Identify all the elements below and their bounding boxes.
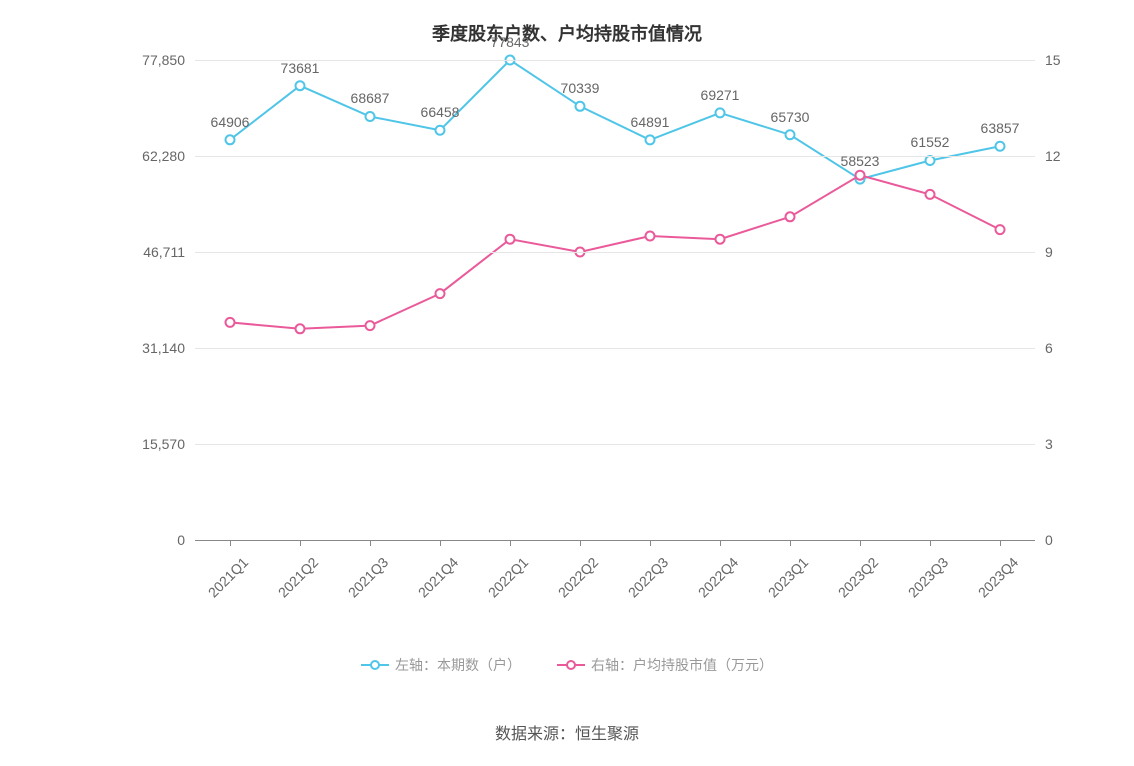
x-tick xyxy=(440,540,441,546)
chart-legend: 左轴：本期数（户） 右轴：户均持股市值（万元） xyxy=(0,655,1134,677)
series-marker-shareholder_count xyxy=(926,156,935,165)
x-tick-label: 2023Q4 xyxy=(968,554,1022,608)
series-marker-avg_holding_value xyxy=(856,171,865,180)
data-label-shareholder_count: 66458 xyxy=(421,104,460,120)
x-tick-label: 2023Q3 xyxy=(898,554,952,608)
x-tick-label: 2021Q4 xyxy=(408,554,462,608)
series-marker-avg_holding_value xyxy=(436,289,445,298)
x-tick xyxy=(650,540,651,546)
grid-line xyxy=(195,60,1035,61)
y-right-tick-label: 6 xyxy=(1045,340,1053,356)
series-marker-avg_holding_value xyxy=(226,318,235,327)
data-label-shareholder_count: 61552 xyxy=(911,134,950,150)
x-tick xyxy=(370,540,371,546)
x-tick xyxy=(230,540,231,546)
data-label-shareholder_count: 73681 xyxy=(281,60,320,76)
legend-label: 右轴：户均持股市值（万元） xyxy=(591,655,773,675)
x-tick-label: 2022Q3 xyxy=(618,554,672,608)
x-tick xyxy=(580,540,581,546)
data-label-shareholder_count: 64906 xyxy=(211,114,250,130)
y-left-tick-label: 0 xyxy=(177,532,185,548)
y-left-tick-label: 31,140 xyxy=(142,340,185,356)
chart-svg-lines xyxy=(195,60,1035,540)
legend-item-shareholder_count[interactable]: 左轴：本期数（户） xyxy=(361,655,521,675)
series-marker-avg_holding_value xyxy=(296,324,305,333)
x-tick-label: 2022Q2 xyxy=(548,554,602,608)
legend-item-avg_holding_value[interactable]: 右轴：户均持股市值（万元） xyxy=(557,655,773,675)
x-tick xyxy=(790,540,791,546)
x-tick xyxy=(1000,540,1001,546)
series-marker-shareholder_count xyxy=(856,175,865,184)
x-tick xyxy=(860,540,861,546)
legend-label: 左轴：本期数（户） xyxy=(395,655,521,675)
data-label-shareholder_count: 77843 xyxy=(491,34,530,50)
y-left-tick-label: 46,711 xyxy=(143,244,185,260)
series-marker-shareholder_count xyxy=(786,130,795,139)
y-right-tick-label: 9 xyxy=(1045,244,1053,260)
series-marker-shareholder_count xyxy=(716,108,725,117)
series-marker-shareholder_count xyxy=(226,135,235,144)
series-marker-avg_holding_value xyxy=(926,190,935,199)
x-tick xyxy=(510,540,511,546)
data-label-shareholder_count: 69271 xyxy=(701,87,740,103)
series-marker-avg_holding_value xyxy=(506,235,515,244)
y-right-tick-label: 3 xyxy=(1045,436,1053,452)
y-right-tick-label: 0 xyxy=(1045,532,1053,548)
x-tick-label: 2022Q1 xyxy=(478,554,532,608)
grid-line xyxy=(195,156,1035,157)
legend-marker-icon xyxy=(557,658,585,672)
series-marker-shareholder_count xyxy=(366,112,375,121)
x-tick-label: 2023Q2 xyxy=(828,554,882,608)
x-tick-label: 2021Q3 xyxy=(338,554,392,608)
y-right-tick-label: 12 xyxy=(1045,148,1061,164)
x-tick-label: 2023Q1 xyxy=(758,554,812,608)
grid-line xyxy=(195,252,1035,253)
series-marker-shareholder_count xyxy=(296,81,305,90)
series-marker-avg_holding_value xyxy=(786,212,795,221)
chart-container: 季度股东户数、户均持股市值情况 0015,570331,140646,71196… xyxy=(0,0,1134,766)
y-left-tick-label: 62,280 xyxy=(142,148,185,164)
data-label-shareholder_count: 64891 xyxy=(631,114,670,130)
y-left-tick-label: 77,850 xyxy=(142,52,185,68)
x-axis-line xyxy=(195,540,1035,541)
series-marker-avg_holding_value xyxy=(366,321,375,330)
series-marker-shareholder_count xyxy=(436,126,445,135)
x-tick-label: 2021Q2 xyxy=(268,554,322,608)
data-label-shareholder_count: 63857 xyxy=(981,120,1020,136)
grid-line xyxy=(195,348,1035,349)
chart-title: 季度股东户数、户均持股市值情况 xyxy=(0,20,1134,46)
series-marker-shareholder_count xyxy=(996,142,1005,151)
legend-marker-icon xyxy=(361,658,389,672)
series-marker-avg_holding_value xyxy=(996,225,1005,234)
data-label-shareholder_count: 65730 xyxy=(771,109,810,125)
series-marker-avg_holding_value xyxy=(716,235,725,244)
chart-plot-area: 0015,570331,140646,711962,2801277,850152… xyxy=(195,60,1035,540)
data-label-shareholder_count: 58523 xyxy=(841,153,880,169)
series-marker-shareholder_count xyxy=(576,102,585,111)
series-marker-avg_holding_value xyxy=(646,232,655,241)
series-marker-shareholder_count xyxy=(646,135,655,144)
chart-source: 数据来源：恒生聚源 xyxy=(0,720,1134,744)
x-tick xyxy=(720,540,721,546)
x-tick xyxy=(300,540,301,546)
grid-line xyxy=(195,444,1035,445)
y-left-tick-label: 15,570 xyxy=(142,436,185,452)
series-line-shareholder_count xyxy=(230,60,1000,179)
x-tick-label: 2022Q4 xyxy=(688,554,742,608)
x-tick xyxy=(930,540,931,546)
x-tick-label: 2021Q1 xyxy=(198,554,252,608)
y-right-tick-label: 15 xyxy=(1045,52,1061,68)
data-label-shareholder_count: 68687 xyxy=(351,90,390,106)
data-label-shareholder_count: 70339 xyxy=(561,80,600,96)
